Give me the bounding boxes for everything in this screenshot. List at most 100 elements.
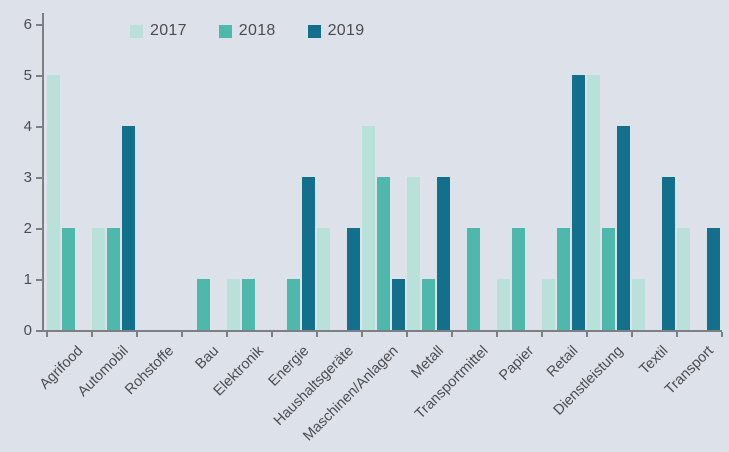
bar-2017-haushaltsger-te	[317, 228, 330, 330]
bar-slot-2018-automobil	[106, 228, 121, 330]
legend-label-2018: 2018	[238, 22, 276, 39]
bar-2018-maschinen-anlagen	[377, 177, 390, 330]
bar-slot-2017-haushaltsger-te	[316, 228, 331, 330]
y-axis-label-4: 4	[23, 118, 32, 135]
bar-slot-2019-transport	[706, 228, 721, 330]
bar-slot-2019-textil	[661, 177, 676, 330]
x-axis-label-bau: Bau	[192, 343, 222, 373]
bar-slot-2018-transportmittel	[466, 228, 481, 330]
y-axis-label-0: 0	[23, 322, 32, 339]
bar-slot-2017-papier	[496, 279, 511, 330]
x-axis-label-rohstoffe: Rohstoffe	[121, 343, 177, 399]
bar-2017-automobil	[92, 228, 105, 330]
y-tick-5	[36, 75, 43, 77]
bar-slot-2018-elektronik	[241, 279, 256, 330]
bar-slot-2019-dienstleistung	[616, 126, 631, 330]
bar-slot-2018-bau	[196, 279, 211, 330]
bar-group-transport	[676, 228, 721, 330]
x-tick-10	[496, 332, 498, 337]
bar-slot-2018-metall	[421, 279, 436, 330]
bar-slot-2018-maschinen-anlagen	[376, 177, 391, 330]
x-tick-2	[136, 332, 138, 337]
x-tick-0	[46, 332, 48, 337]
legend-label-2017: 2017	[150, 22, 187, 39]
y-axis-label-5: 5	[23, 67, 32, 84]
y-tick-6	[36, 24, 43, 26]
bar-slot-2018-agrifood	[61, 228, 76, 330]
x-tick-3	[181, 332, 183, 337]
bar-slot-2019-retail	[571, 75, 586, 330]
bar-2019-textil	[662, 177, 675, 330]
bar-slot-2019-haushaltsger-te	[346, 228, 361, 330]
bar-slot-2018-papier	[511, 228, 526, 330]
bar-slot-2017-elektronik	[226, 279, 241, 330]
bar-group-energie	[271, 177, 316, 330]
bar-2017-dienstleistung	[587, 75, 600, 330]
bar-2019-haushaltsger-te	[347, 228, 360, 330]
chart-legend: 2017 2018 2019	[130, 22, 364, 40]
bar-2017-metall	[407, 177, 420, 330]
y-axis-label-2: 2	[23, 220, 32, 237]
bar-group-maschinen-anlagen	[361, 126, 406, 330]
bar-slot-2019-energie	[301, 177, 316, 330]
bar-group-papier	[496, 228, 541, 330]
bar-slot-2018-energie	[286, 279, 301, 330]
bar-2017-elektronik	[227, 279, 240, 330]
x-tick-8	[406, 332, 408, 337]
x-tick-5	[271, 332, 273, 337]
x-axis-label-textil: Textil	[637, 343, 672, 378]
bar-2019-energie	[302, 177, 315, 330]
x-axis-line	[42, 330, 722, 332]
bar-slot-2017-agrifood	[46, 75, 61, 330]
y-axis-label-6: 6	[23, 16, 32, 33]
bar-2018-automobil	[107, 228, 120, 330]
x-axis-label-papier: Papier	[495, 343, 537, 384]
bar-2017-retail	[542, 279, 555, 330]
plot-area	[44, 12, 722, 330]
bar-group-haushaltsger-te	[316, 228, 361, 330]
bar-2017-maschinen-anlagen	[362, 126, 375, 330]
bar-2018-retail	[557, 228, 570, 330]
bar-2018-elektronik	[242, 279, 255, 330]
x-tick-9	[451, 332, 453, 337]
x-tick-11	[541, 332, 543, 337]
x-tick-1	[91, 332, 93, 337]
legend-swatch-2018	[218, 24, 232, 38]
legend-swatch-2017	[130, 24, 143, 38]
x-axis-label-haushaltsger-te: Haushaltsgeräte	[270, 343, 357, 429]
x-tick-7	[361, 332, 363, 337]
x-tick-13	[631, 332, 633, 337]
x-tick-14	[676, 332, 678, 337]
bar-2019-retail	[572, 75, 585, 330]
y-axis-label-3: 3	[23, 169, 32, 186]
bar-slot-2018-retail	[556, 228, 571, 330]
bar-slot-2019-metall	[436, 177, 451, 330]
x-axis-label-retail: Retail	[544, 343, 582, 381]
bar-group-elektronik	[226, 279, 271, 330]
bar-slot-2019-maschinen-anlagen	[391, 279, 406, 330]
bar-2018-energie	[287, 279, 300, 330]
bar-group-textil	[631, 177, 676, 330]
legend-swatch-2019	[307, 24, 321, 38]
legend-item-2019: 2019	[307, 22, 365, 40]
bar-group-metall	[406, 177, 451, 330]
bar-2017-textil	[632, 279, 645, 330]
bar-2018-metall	[422, 279, 435, 330]
y-axis-label-1: 1	[23, 271, 32, 288]
bar-slot-2017-textil	[631, 279, 646, 330]
bar-slot-2017-maschinen-anlagen	[361, 126, 376, 330]
bar-2017-papier	[497, 279, 510, 330]
x-tick-4	[226, 332, 228, 337]
y-tick-1	[36, 279, 43, 281]
legend-item-2018: 2018	[218, 22, 276, 40]
bar-2018-agrifood	[62, 228, 75, 330]
y-tick-0	[36, 330, 43, 332]
bar-slot-2017-metall	[406, 177, 421, 330]
bar-2017-agrifood	[47, 75, 60, 330]
bar-group-dienstleistung	[586, 75, 631, 330]
x-axis-label-metall: Metall	[408, 343, 447, 382]
y-tick-3	[36, 177, 43, 179]
bar-slot-2018-dienstleistung	[601, 228, 616, 330]
bar-2019-dienstleistung	[617, 126, 630, 330]
